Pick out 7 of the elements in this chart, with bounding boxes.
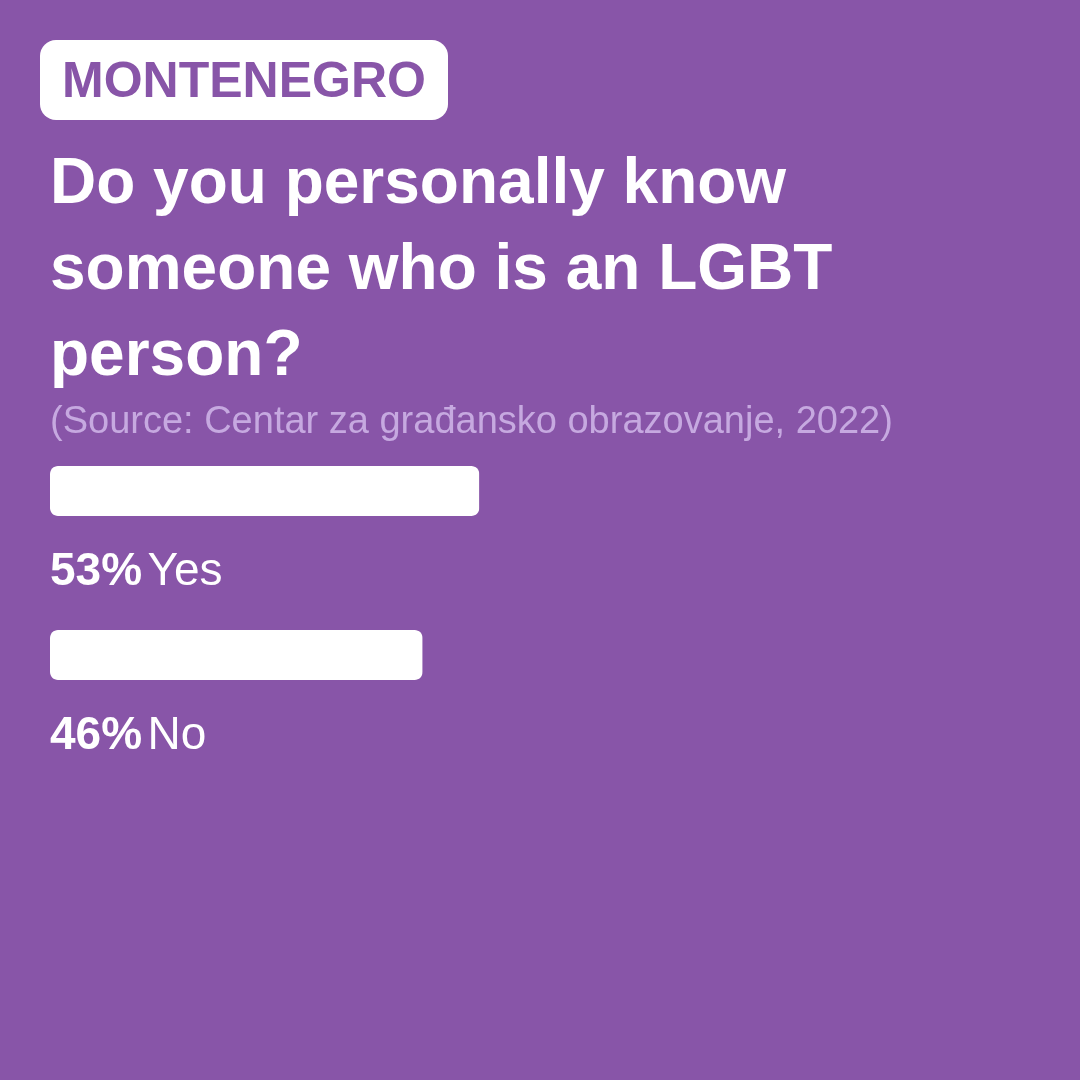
data-label: 53% bbox=[50, 543, 143, 595]
chart-title: Do you personally know someone who is an LGBT person? bbox=[50, 144, 834, 391]
y-tick-label: Yes bbox=[147, 543, 223, 595]
data-label: 46% bbox=[50, 707, 143, 759]
chart-subtitle: MONTENEGRO bbox=[40, 40, 448, 120]
text: (Source: Centar za građansko obrazovanje, 2022) bbox=[50, 398, 893, 443]
y-tick-label: No bbox=[147, 707, 207, 759]
